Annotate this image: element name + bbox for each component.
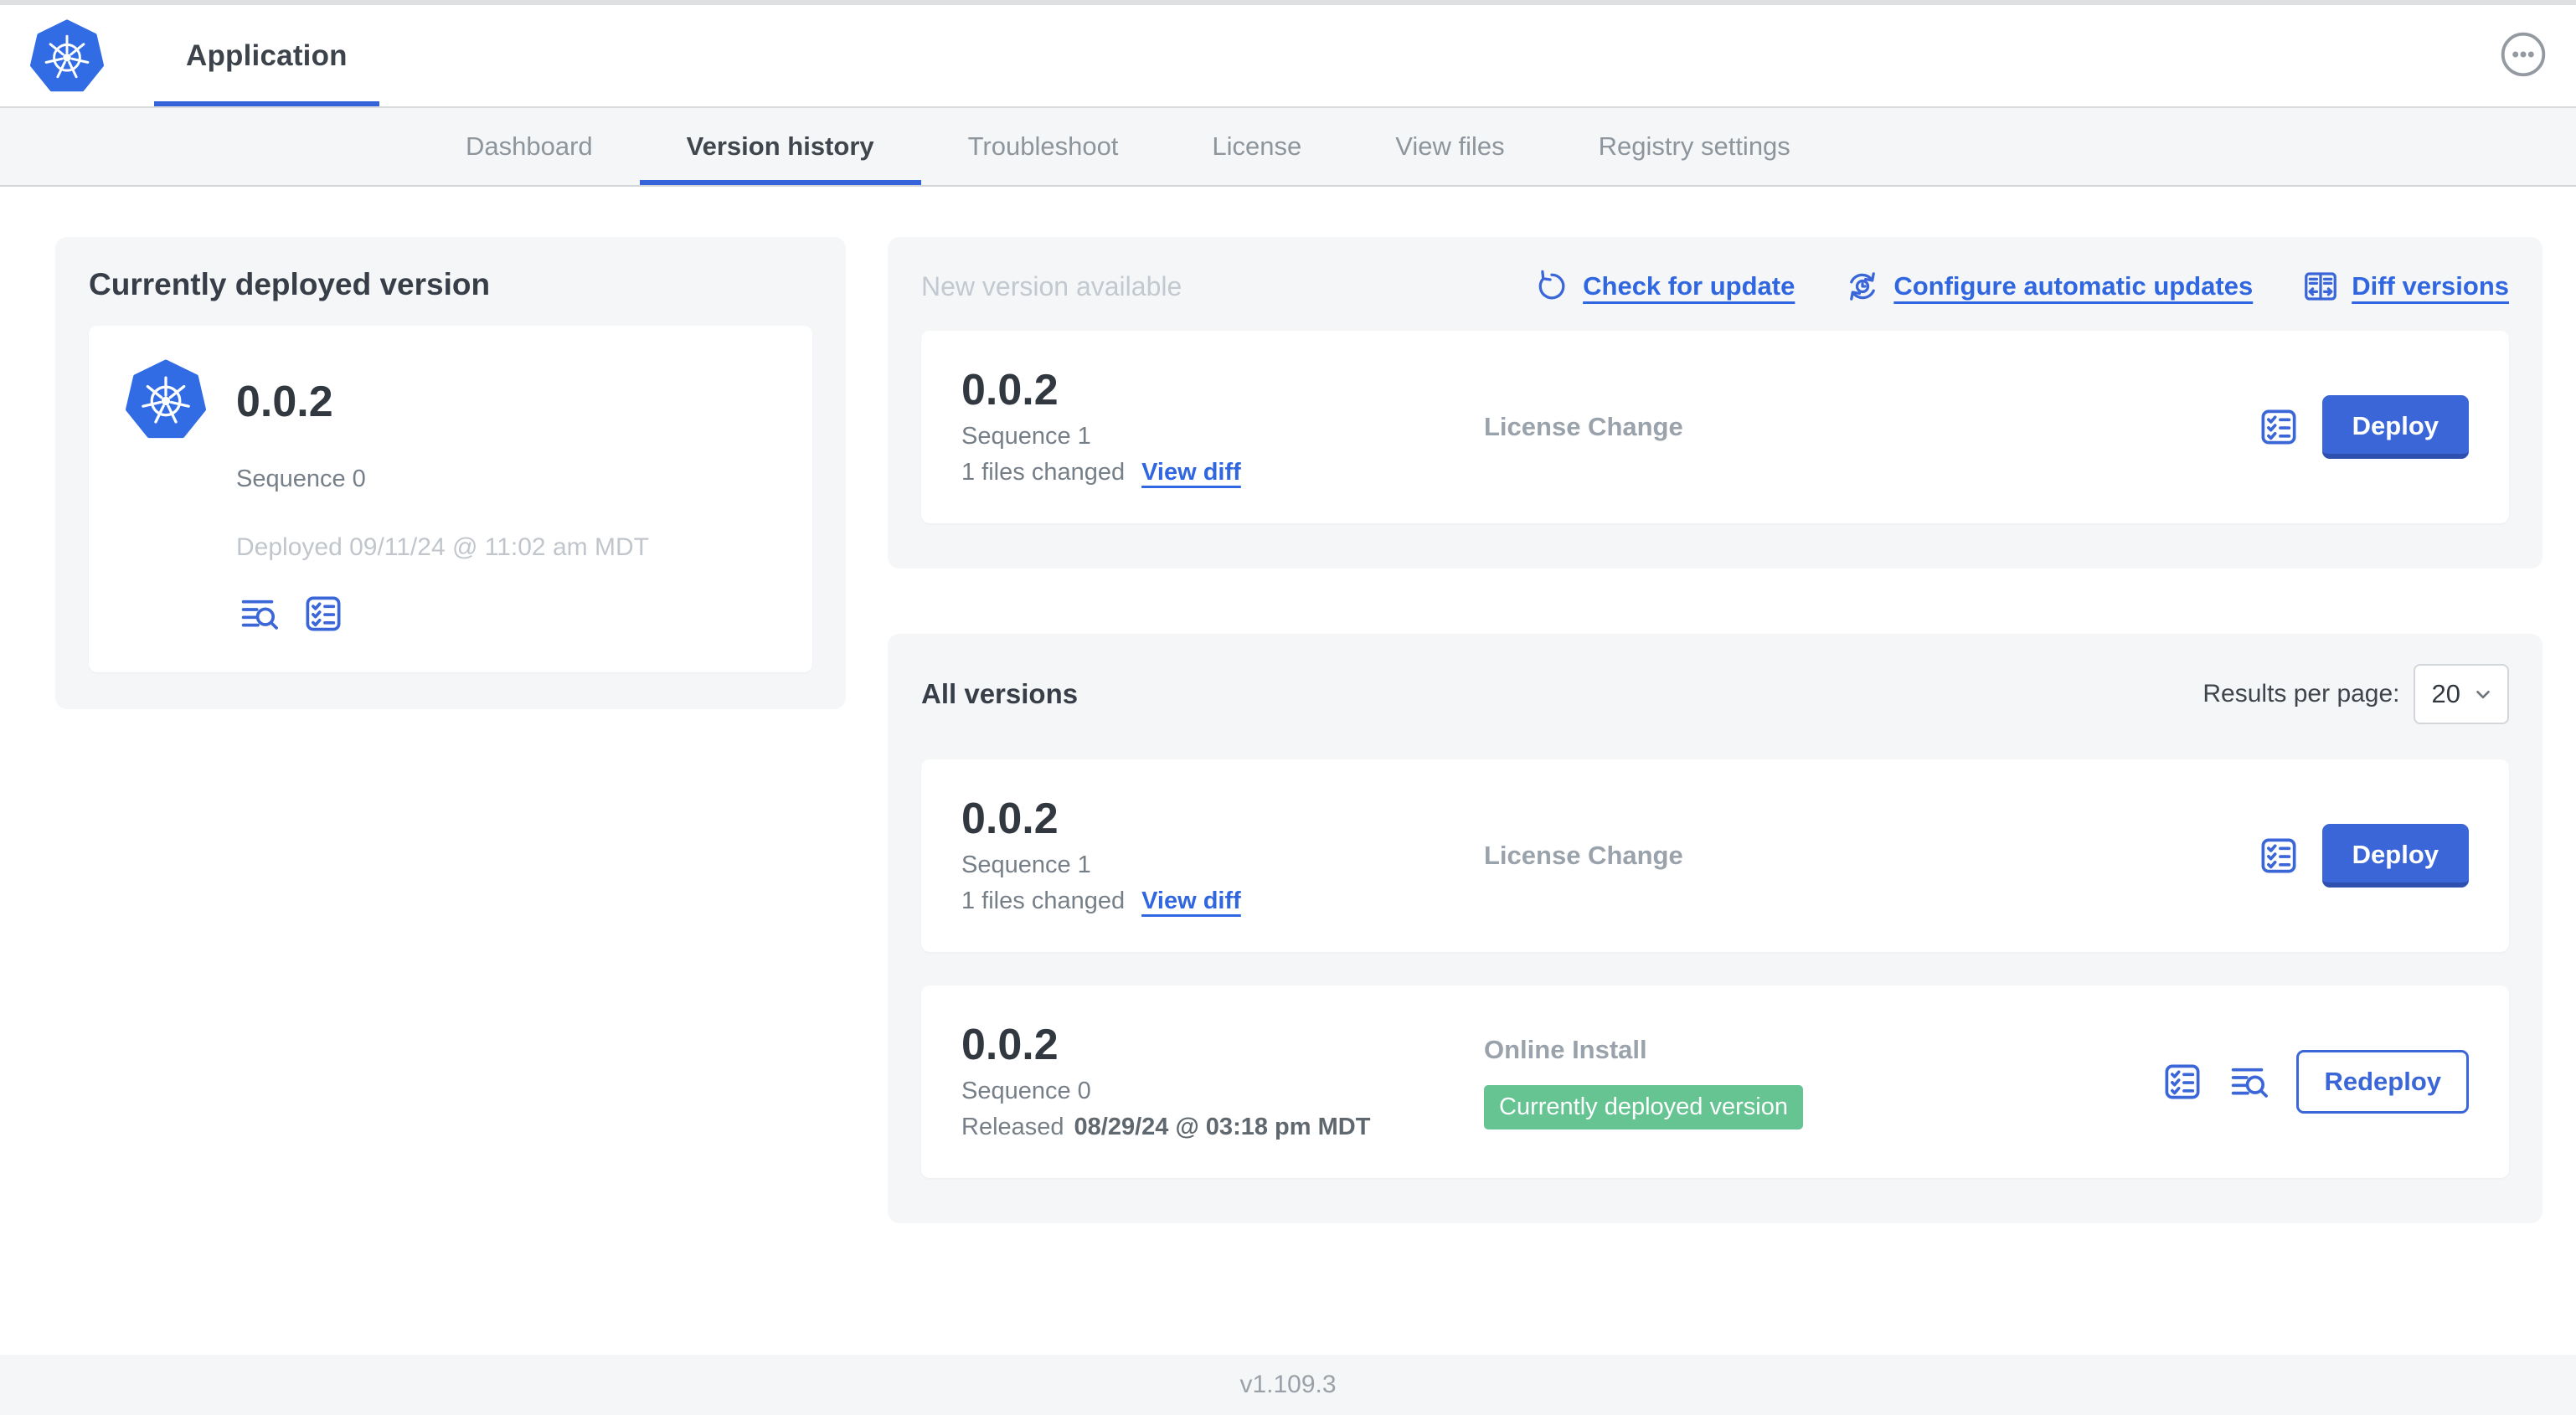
app-footer: v1.109.3 — [0, 1355, 2576, 1415]
results-per-page-label: Results per page: — [2202, 680, 2400, 708]
version-rows: 0.0.2 Sequence 1 1 files changed View di… — [921, 759, 2509, 1179]
app-title: Application — [186, 39, 348, 72]
checklist-icon — [2165, 1064, 2200, 1099]
console-version: v1.109.3 — [1239, 1371, 1337, 1398]
version-number: 0.0.2 — [961, 795, 1059, 844]
version-source-label: Online Install — [1484, 1034, 1647, 1064]
preflight-checks-button[interactable] — [2161, 1060, 2204, 1104]
scheduled-update-icon — [1850, 272, 1876, 301]
version-source-label: License Change — [1484, 412, 1683, 442]
app-header: Application — [0, 5, 2576, 106]
currently-deployed-panel: Currently deployed version 0.0.2 Sequenc… — [55, 237, 846, 709]
checklist-icon — [2261, 838, 2296, 873]
tab-registry-settings[interactable]: Registry settings — [1552, 108, 1837, 185]
version-number: 0.0.2 — [961, 1021, 1059, 1070]
main-content: Currently deployed version 0.0.2 Sequenc… — [0, 187, 2576, 1224]
version-source-column: Online Install Currently deployed versio… — [1484, 1035, 2161, 1129]
currently-deployed-badge: Currently deployed version — [1484, 1084, 1803, 1129]
files-changed-label: 1 files changed — [961, 888, 1126, 915]
tab-license[interactable]: License — [1165, 108, 1348, 185]
version-number: 0.0.2 — [961, 366, 1059, 414]
refresh-icon — [1538, 270, 1565, 300]
chevron-down-icon — [2476, 691, 2490, 699]
currently-deployed-card: 0.0.2 Sequence 0 Deployed 09/11/24 @ 11:… — [89, 326, 812, 672]
tab-view-files[interactable]: View files — [1348, 108, 1551, 185]
preflight-checks-button[interactable] — [2257, 834, 2300, 877]
version-info: 0.0.2 Sequence 0 Released 08/29/24 @ 03:… — [961, 1022, 1484, 1141]
logs-icon — [241, 599, 278, 630]
all-versions-header: All versions Results per page: 20 — [921, 664, 2509, 725]
current-deployed-timestamp: Deployed 09/11/24 @ 11:02 am MDT — [236, 533, 649, 561]
tab-version-history[interactable]: Version history — [639, 108, 921, 185]
version-row: 0.0.2 Sequence 1 1 files changed View di… — [921, 759, 2509, 953]
results-per-page-control: Results per page: 20 — [2202, 664, 2509, 725]
subnav-tabbar: Dashboard Version history Troubleshoot L… — [0, 106, 2576, 187]
sequence-label: Sequence 1 — [961, 423, 1091, 450]
version-source-label: License Change — [1484, 841, 1683, 871]
preflight-checks-button[interactable] — [301, 592, 345, 635]
logs-icon — [2232, 1068, 2269, 1098]
tab-troubleshoot[interactable]: Troubleshoot — [921, 108, 1166, 185]
results-per-page-select[interactable]: 20 — [2413, 664, 2509, 725]
version-source-column: License Change — [1484, 841, 2257, 871]
checklist-icon — [306, 596, 341, 631]
current-version-number: 0.0.2 — [236, 377, 333, 426]
new-version-title: New version available — [921, 270, 1182, 301]
deploy-logs-button[interactable] — [2226, 1060, 2275, 1104]
new-version-header-actions: Check for update Configure automatic upd… — [1533, 267, 2509, 306]
right-column: New version available Check for update C… — [888, 237, 2543, 1224]
released-date: 08/29/24 @ 03:18 pm MDT — [1074, 1114, 1371, 1141]
released-prefix: Released — [961, 1114, 1064, 1141]
configure-automatic-updates-link[interactable]: Configure automatic updates — [1843, 267, 2253, 306]
files-changed-label: 1 files changed — [961, 459, 1126, 486]
window-top-strip — [0, 0, 2576, 5]
check-for-update-link[interactable]: Check for update — [1533, 267, 1795, 306]
deploy-button[interactable]: Deploy — [2321, 395, 2469, 460]
currently-deployed-title: Currently deployed version — [89, 267, 491, 301]
active-app-underline — [154, 101, 379, 106]
current-version-actions — [236, 592, 775, 635]
version-actions: Deploy — [2257, 395, 2469, 460]
sequence-label: Sequence 0 — [961, 1078, 1091, 1105]
diff-versions-link[interactable]: Diff versions — [2301, 267, 2509, 306]
app-title-tab[interactable]: Application — [154, 5, 379, 106]
preflight-checks-button[interactable] — [2257, 405, 2300, 449]
version-row: 0.0.2 Sequence 0 Released 08/29/24 @ 03:… — [921, 985, 2509, 1179]
deploy-logs-button[interactable] — [236, 592, 285, 635]
current-sequence-label: Sequence 0 — [236, 466, 366, 492]
new-version-card: 0.0.2 Sequence 1 1 files changed View di… — [921, 331, 2509, 524]
sequence-label: Sequence 1 — [961, 852, 1091, 879]
version-info: 0.0.2 Sequence 1 1 files changed View di… — [961, 368, 1484, 486]
diff-icon — [2305, 272, 2337, 301]
version-info: 0.0.2 Sequence 1 1 files changed View di… — [961, 796, 1484, 915]
all-versions-panel: All versions Results per page: 20 0.0.2 … — [888, 634, 2543, 1224]
more-options-button[interactable] — [2496, 28, 2551, 84]
new-version-header: New version available Check for update C… — [921, 267, 2509, 306]
version-source-column: License Change — [1484, 412, 2257, 442]
results-per-page-value: 20 — [2431, 679, 2460, 709]
view-diff-link[interactable]: View diff — [1141, 459, 1241, 486]
deploy-button[interactable]: Deploy — [2321, 824, 2469, 888]
tab-dashboard[interactable]: Dashboard — [419, 108, 640, 185]
version-actions: Deploy — [2257, 824, 2469, 888]
redeploy-button[interactable]: Redeploy — [2296, 1050, 2469, 1114]
kubernetes-logo-icon — [30, 18, 107, 95]
all-versions-title: All versions — [921, 678, 1079, 710]
ellipsis-icon — [2501, 32, 2546, 77]
version-actions: Redeploy — [2161, 1050, 2469, 1114]
checklist-icon — [2261, 409, 2296, 445]
app-logo-icon — [126, 359, 224, 444]
new-version-panel: New version available Check for update C… — [888, 237, 2543, 569]
view-diff-link[interactable]: View diff — [1141, 888, 1241, 915]
